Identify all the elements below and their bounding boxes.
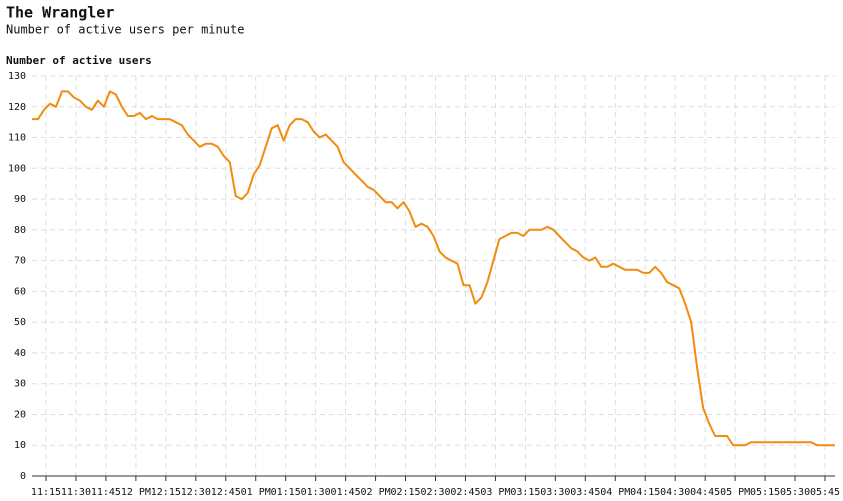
x-tick-label: 12:30 <box>181 487 211 498</box>
y-tick-label: 120 <box>8 102 26 113</box>
x-tick-label: 04:30 <box>660 487 690 498</box>
x-tick-label: 03:15 <box>510 487 540 498</box>
x-tick-label: 02:15 <box>390 487 420 498</box>
y-tick-label: 70 <box>14 256 26 267</box>
x-tick-label: 12:15 <box>151 487 181 498</box>
x-tick-label: 11:15 <box>31 487 61 498</box>
y-tick-label: 110 <box>8 133 26 144</box>
chart-subtitle: Number of active users per minute <box>6 23 244 37</box>
x-tick-label: 12 PM <box>121 487 151 498</box>
x-tick-label: 03 PM <box>480 487 510 498</box>
x-tick-label: 05:15 <box>750 487 780 498</box>
x-tick-label: 05:45 <box>810 487 840 498</box>
y-tick-label: 20 <box>14 409 26 420</box>
x-tick-label: 11:30 <box>61 487 91 498</box>
y-tick-label: 130 <box>8 71 26 82</box>
x-tick-label: 05:30 <box>780 487 810 498</box>
y-tick-label: 0 <box>20 471 26 482</box>
x-tick-label: 04:15 <box>630 487 660 498</box>
y-tick-label: 80 <box>14 225 26 236</box>
data-line <box>32 90 835 447</box>
y-tick-label: 60 <box>14 286 26 297</box>
x-tick-label: 02:45 <box>450 487 480 498</box>
x-tick-label: 01:45 <box>331 487 361 498</box>
chart-title: The Wrangler <box>6 4 114 22</box>
x-tick-label: 04 PM <box>600 487 630 498</box>
x-tick-label: 02:30 <box>420 487 450 498</box>
x-tick-label: 12:45 <box>211 487 241 498</box>
x-tick-label: 04:45 <box>690 487 720 498</box>
y-tick-label: 50 <box>14 317 26 328</box>
y-tick-label: 40 <box>14 348 26 359</box>
x-tick-label: 02 PM <box>361 487 391 498</box>
x-tick-label: 01 PM <box>241 487 271 498</box>
x-tick-label: 01:15 <box>271 487 301 498</box>
x-tick-label: 03:45 <box>570 487 600 498</box>
x-tick-label: 05 PM <box>720 487 750 498</box>
x-tick-label: 11:45 <box>91 487 121 498</box>
y-tick-label: 100 <box>8 163 26 174</box>
y-tick-label: 10 <box>14 440 26 451</box>
y-tick-label: 90 <box>14 194 26 205</box>
y-axis-label: Number of active users <box>6 54 152 67</box>
x-tick-label: 01:30 <box>301 487 331 498</box>
x-tick-label: 03:30 <box>540 487 570 498</box>
y-tick-label: 30 <box>14 379 26 390</box>
